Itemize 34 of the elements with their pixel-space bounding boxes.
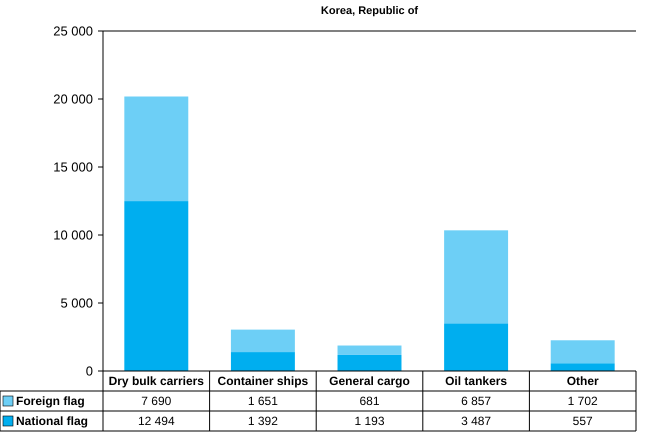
legend-label: National flag (16, 414, 88, 428)
legend-label: Foreign flag (16, 394, 85, 408)
data-label: 681 (359, 394, 380, 408)
bar (444, 230, 508, 324)
bar (230, 330, 295, 352)
bar (444, 324, 508, 371)
bar (550, 340, 615, 364)
x-tick-label: Container ships (218, 374, 309, 388)
data-label: 3 487 (461, 414, 492, 428)
x-tick-label: Other (566, 374, 600, 388)
y-tick-label: 20 000 (53, 92, 93, 107)
data-label: 1 651 (248, 394, 278, 408)
bar (230, 352, 295, 371)
data-label: 1 392 (248, 414, 278, 428)
data-label: 7 690 (141, 394, 172, 408)
y-tick-label: 10 000 (53, 228, 93, 243)
bar (550, 363, 615, 371)
bar (338, 354, 402, 371)
data-label: 1 193 (354, 414, 385, 428)
bar (124, 201, 188, 371)
data-label: 1 702 (568, 394, 598, 408)
y-tick-label: 5 000 (60, 296, 93, 311)
data-label: 12 494 (138, 414, 175, 428)
bar (338, 346, 402, 355)
bar (124, 96, 188, 202)
data-label: 557 (572, 414, 594, 428)
chart-title: Korea, Republic of (320, 5, 418, 17)
y-tick-label: 0 (86, 364, 93, 379)
x-tick-label: Dry bulk carriers (108, 374, 204, 388)
y-tick-label: 15 000 (53, 160, 93, 175)
y-tick-label: 25 000 (53, 24, 93, 39)
x-tick-label: Oil tankers (445, 374, 508, 388)
x-tick-label: General cargo (329, 374, 410, 388)
data-label: 6 857 (461, 394, 492, 408)
